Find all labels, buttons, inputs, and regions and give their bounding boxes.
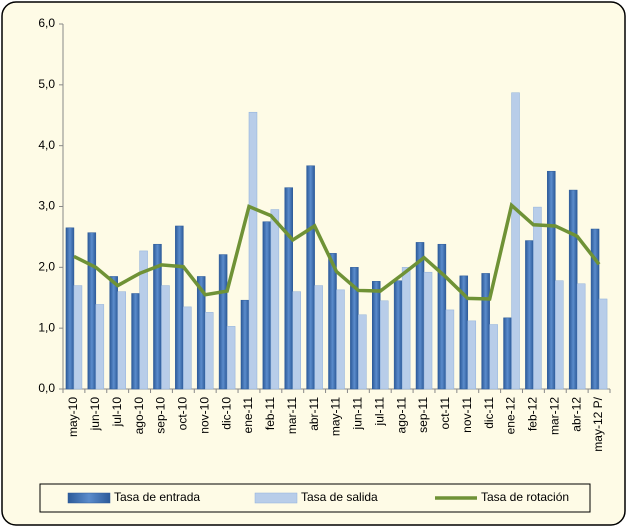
bar xyxy=(568,189,578,390)
bar xyxy=(161,285,170,390)
bar xyxy=(372,281,381,390)
x-tick-label: ago-10 xyxy=(132,397,146,435)
bar xyxy=(95,304,105,390)
x-tick-label: sep-11 xyxy=(416,397,430,433)
x-tick-label: may-12 P/ xyxy=(591,396,605,451)
bar xyxy=(380,300,389,390)
y-tick-label: 0,0 xyxy=(38,381,55,395)
bar xyxy=(598,298,608,390)
x-tick-label: dic-10 xyxy=(219,397,233,430)
bar xyxy=(270,209,280,390)
x-tick-label: feb-11 xyxy=(263,397,277,430)
x-tick-label: ene-12 xyxy=(504,397,518,435)
x-tick-label: abr-12 xyxy=(569,397,583,432)
x-tick-label: may-10 xyxy=(66,397,80,437)
x-tick-label: jun-11 xyxy=(351,397,365,431)
legend-box xyxy=(39,483,591,513)
bar xyxy=(467,320,477,390)
legend-swatch xyxy=(254,492,298,504)
bar xyxy=(511,92,520,390)
bar xyxy=(393,280,403,390)
x-tick-label: jul-11 xyxy=(372,397,386,427)
bar xyxy=(547,170,556,390)
bar xyxy=(262,221,272,390)
y-tick-label: 6,0 xyxy=(38,16,55,30)
bar xyxy=(117,291,126,390)
bar xyxy=(73,285,83,390)
bar xyxy=(292,291,301,390)
bar xyxy=(183,306,192,390)
y-tick-label: 5,0 xyxy=(38,77,55,91)
bar xyxy=(358,314,367,390)
bar xyxy=(248,111,258,390)
y-tick-label: 4,0 xyxy=(38,138,55,152)
line xyxy=(73,202,601,301)
x-tick-label: feb-12 xyxy=(526,397,540,431)
x-tick-label: mar-12 xyxy=(547,397,561,435)
bar xyxy=(204,312,214,390)
bar xyxy=(175,225,184,390)
bar xyxy=(109,276,118,390)
bar xyxy=(306,165,315,390)
bar xyxy=(131,293,140,390)
bar xyxy=(65,227,75,390)
bar xyxy=(328,253,337,390)
y-tick-label: 2,0 xyxy=(38,260,55,274)
bar xyxy=(401,267,411,390)
y-tick-label: 1,0 xyxy=(38,320,55,334)
bar xyxy=(489,324,498,390)
x-tick-label: ene-11 xyxy=(241,397,255,434)
x-tick-label: sep-10 xyxy=(154,397,168,434)
bar xyxy=(336,289,345,390)
bar xyxy=(240,299,250,390)
bar xyxy=(218,254,228,390)
bar xyxy=(284,187,293,390)
legend-swatch xyxy=(67,492,111,504)
y-tick-label: 3,0 xyxy=(38,199,55,213)
x-tick-label: mar-11 xyxy=(285,397,299,434)
bar xyxy=(139,250,148,390)
x-tick-label: nov-10 xyxy=(197,397,211,434)
bar xyxy=(503,317,512,390)
bar xyxy=(481,273,490,390)
x-tick-label: oct-11 xyxy=(438,397,452,430)
bar xyxy=(87,232,97,390)
x-tick-label: nov-11 xyxy=(460,397,474,433)
x-tick-label: abr-11 xyxy=(307,397,321,431)
legend-label: Tasa de entrada xyxy=(114,490,200,504)
legend-label: Tasa de salida xyxy=(301,490,378,504)
x-tick-label: ago-11 xyxy=(394,397,408,434)
bar xyxy=(437,243,447,390)
bar xyxy=(576,283,586,390)
legend-label: Tasa de rotación xyxy=(481,490,569,504)
bar xyxy=(423,271,433,390)
bar xyxy=(555,280,564,390)
bar xyxy=(525,240,534,390)
x-tick-label: jun-10 xyxy=(88,397,102,432)
x-tick-label: may-11 xyxy=(329,397,343,436)
x-tick-label: jul-10 xyxy=(110,397,124,428)
bar xyxy=(314,285,323,390)
x-tick-label: oct-10 xyxy=(176,397,190,431)
bar xyxy=(226,326,236,390)
bar xyxy=(533,206,542,390)
x-tick-label: dic-11 xyxy=(482,397,496,429)
bar xyxy=(445,309,455,390)
